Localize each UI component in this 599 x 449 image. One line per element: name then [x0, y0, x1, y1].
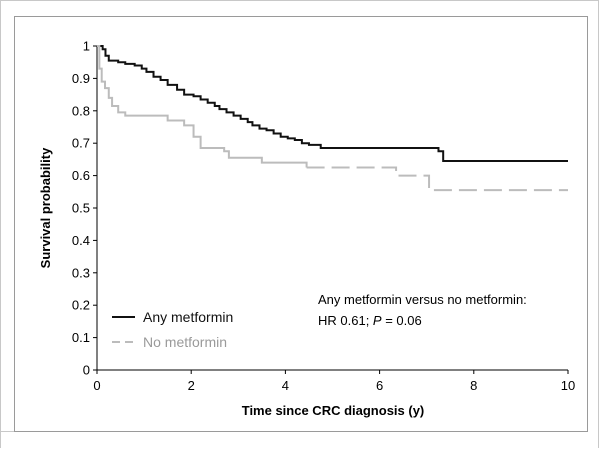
annotation-hr: HR 0.61; [318, 313, 373, 328]
y-tick-label: 0.6 [72, 168, 90, 183]
frame-bottom-edge [0, 431, 24, 432]
legend-label-no-metformin: No metformin [143, 334, 227, 350]
y-tick-label: 0.2 [72, 298, 90, 313]
x-axis-title: Time since CRC diagnosis (y) [242, 403, 425, 418]
x-tick-label: 4 [282, 378, 289, 393]
ticks: 00.10.20.30.40.50.60.70.80.910 2 4 6 8 10 [72, 39, 575, 394]
annotation-p-symbol: P [373, 313, 382, 328]
annotation-line-2: HR 0.61; P = 0.06 [318, 313, 422, 328]
any-metformin-curve [97, 45, 568, 163]
series-layer [97, 45, 568, 192]
y-tick-label: 1 [83, 39, 90, 54]
x-tick-label: 2 [188, 378, 195, 393]
y-tick-label: 0.8 [72, 103, 90, 118]
x-tick-label: 6 [376, 378, 383, 393]
y-tick-label: 0.7 [72, 136, 90, 151]
y-tick-label: 0.3 [72, 265, 90, 280]
annotation-p-value: = 0.06 [382, 313, 422, 328]
no-metformin-curve-solid [97, 45, 308, 168]
x-tick-label: 0 [93, 378, 100, 393]
x-tick-label: 10 [561, 378, 575, 393]
y-axis-title: Survival probability [38, 147, 53, 268]
y-tick-label: 0.9 [72, 71, 90, 86]
no-metformin-curve-dashed [306, 166, 568, 192]
y-tick-label: 0.5 [72, 201, 90, 216]
y-tick-label: 0 [83, 363, 90, 378]
y-tick-label: 0.1 [72, 330, 90, 345]
annotation-line-1: Any metformin versus no metformin: [318, 292, 527, 307]
chart-panel [14, 16, 588, 432]
legend-label-any-metformin: Any metformin [143, 309, 233, 325]
y-tick-label: 0.4 [72, 233, 90, 248]
x-tick-label: 8 [470, 378, 477, 393]
